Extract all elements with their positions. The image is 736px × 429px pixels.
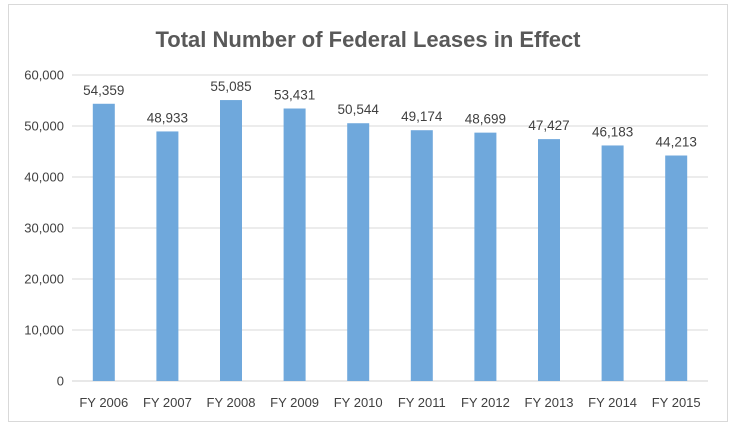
data-label: 54,359 xyxy=(83,83,124,98)
x-axis: FY 2006 FY 2007 FY 2008 FY 2009 FY 2010 FY 20… xyxy=(79,395,700,410)
chart-title: Total Number of Federal Leases in Effect xyxy=(155,27,581,52)
y-tick-label: 30,000 xyxy=(24,221,64,236)
data-label: 50,544 xyxy=(338,102,380,117)
x-tick-label: FY 2015 xyxy=(652,395,701,410)
bar xyxy=(156,131,179,381)
bar xyxy=(474,132,497,381)
data-label: 44,213 xyxy=(656,135,697,150)
x-tick-label: FY 2012 xyxy=(461,395,510,410)
x-tick-label: FY 2007 xyxy=(143,395,192,410)
data-labels: 54,359 48,933 55,085 53,431 50,544 49,174 48,6… xyxy=(83,79,697,149)
data-label: 55,085 xyxy=(210,79,251,94)
data-label: 48,699 xyxy=(465,112,506,127)
bar xyxy=(538,139,560,381)
x-tick-label: FY 2010 xyxy=(334,395,383,410)
y-tick-label: 50,000 xyxy=(24,119,64,134)
bar xyxy=(220,100,242,381)
bar xyxy=(665,155,688,381)
bar xyxy=(92,103,115,381)
y-tick-label: 40,000 xyxy=(24,170,64,185)
x-tick-label: FY 2009 xyxy=(270,395,319,410)
data-label: 53,431 xyxy=(274,88,315,103)
bar xyxy=(601,145,624,381)
y-tick-label: 60,000 xyxy=(24,68,64,83)
x-tick-label: FY 2014 xyxy=(588,395,637,410)
x-tick-label: FY 2008 xyxy=(207,395,256,410)
data-label: 47,427 xyxy=(528,118,569,133)
bar xyxy=(347,123,370,382)
bar xyxy=(283,108,306,382)
y-tick-label: 10,000 xyxy=(24,323,64,338)
x-tick-label: FY 2013 xyxy=(525,395,574,410)
data-label: 48,933 xyxy=(147,110,188,125)
x-tick-label: FY 2011 xyxy=(398,395,446,410)
y-axis: 0 10,000 20,000 30,000 40,000 50,000 60,000 xyxy=(24,68,64,389)
bar xyxy=(410,130,433,381)
y-tick-label: 20,000 xyxy=(24,272,64,287)
y-tick-label: 0 xyxy=(57,374,64,389)
bars xyxy=(92,100,688,382)
x-tick-label: FY 2006 xyxy=(79,395,128,410)
data-label: 49,174 xyxy=(401,109,443,124)
data-label: 46,183 xyxy=(592,124,633,139)
